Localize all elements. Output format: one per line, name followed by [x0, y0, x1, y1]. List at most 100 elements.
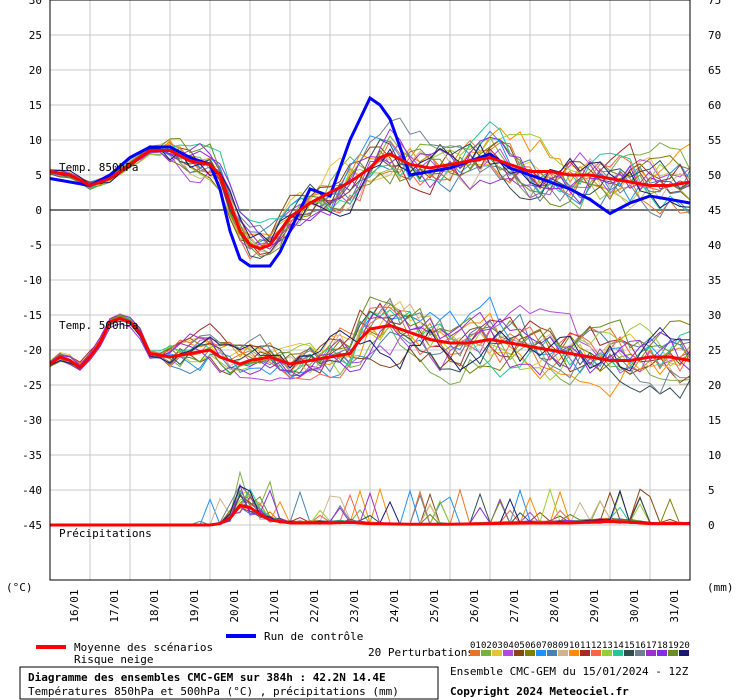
perturbation-swatch: [536, 650, 546, 656]
perturbation-swatch: [613, 650, 623, 656]
perturbation-swatch: [679, 650, 689, 656]
credit-run: Ensemble CMC-GEM du 15/01/2024 - 12Z: [450, 665, 689, 678]
right-tick-label: 35: [708, 274, 721, 287]
right-tick-label: 5: [708, 484, 715, 497]
perturbation-swatch: [668, 650, 678, 656]
right-tick-label: 0: [708, 519, 715, 532]
left-tick-label: 10: [29, 134, 42, 147]
perturbation-swatch: [470, 650, 480, 656]
perturbation-swatch: [569, 650, 579, 656]
perturbation-swatch: [481, 650, 491, 656]
perturbation-number: 19: [668, 641, 679, 651]
perturbation-number: 20: [679, 641, 690, 651]
right-tick-label: 10: [708, 449, 721, 462]
right-tick-label: 55: [708, 134, 721, 147]
title-frame: [19, 666, 439, 700]
left-tick-label: -5: [29, 239, 42, 252]
mean-t850: [49, 149, 691, 251]
x-tick-label: 23/01: [348, 589, 361, 622]
right-tick-label: 45: [708, 204, 721, 217]
main-series: [49, 95, 691, 527]
x-tick-label: 24/01: [388, 589, 401, 622]
left-tick-label: 25: [29, 29, 42, 42]
label-t850: Temp. 850hPa: [59, 161, 138, 174]
chart-title: Diagramme des ensembles CMC-GEM sur 384h…: [28, 671, 386, 684]
right-axis-unit: (mm): [707, 581, 734, 594]
plot-frame: [49, 0, 691, 581]
left-tick-label: -35: [22, 449, 42, 462]
credit-copyright: Copyright 2024 Meteociel.fr: [450, 685, 629, 698]
perturbation-swatch: [503, 650, 513, 656]
perturbation-swatch: [657, 650, 667, 656]
right-tick-label: 70: [708, 29, 721, 42]
left-tick-label: 5: [35, 169, 42, 182]
perturbation-17-t850: [49, 128, 691, 250]
perturbation-number: 11: [580, 641, 591, 651]
right-tick-label: 25: [708, 344, 721, 357]
right-tick-label: 20: [708, 379, 721, 392]
control-run-t850: [49, 95, 691, 268]
perturbation-number: 10: [569, 641, 580, 651]
legend-control-label: Run de contrôle: [264, 630, 363, 643]
x-tick-label: 21/01: [268, 589, 281, 622]
x-tick-label: 18/01: [148, 589, 161, 622]
perturbation-swatch: [624, 650, 634, 656]
perturbation-swatch: [558, 650, 568, 656]
perturbation-swatch: [646, 650, 656, 656]
right-tick-label: 65: [708, 64, 721, 77]
perturbation-swatch: [635, 650, 645, 656]
perturbation-swatch: [492, 650, 502, 656]
title-box: Diagramme des ensembles CMC-GEM sur 384h…: [19, 666, 439, 700]
perturbation-number: 15: [624, 641, 635, 651]
x-tick-label: 27/01: [508, 589, 521, 622]
perturbation-swatch: [525, 650, 535, 656]
perturbation-number: 05: [514, 641, 525, 651]
label-t500: Temp. 500hPa: [59, 319, 138, 332]
perturbation-number: 07: [536, 641, 547, 651]
left-tick-label: 15: [29, 99, 42, 112]
perturbation-swatch: [602, 650, 612, 656]
left-tick-label: -45: [22, 519, 42, 532]
x-tick-label: 17/01: [108, 589, 121, 622]
left-tick-label: -10: [22, 274, 42, 287]
x-tick-label: 22/01: [308, 589, 321, 622]
x-axis-ticks: 16/01 17/01 18/01 19/01 20/01 21/01 22/01 23/01…: [68, 589, 681, 622]
perturbation-number: 12: [591, 641, 602, 651]
perturbation-number: 14: [613, 641, 624, 651]
perturbation-swatch: [580, 650, 590, 656]
right-tick-label: 30: [708, 309, 721, 322]
legend-perturbations-label: 20 Perturbations: [368, 646, 474, 659]
perturbation-number: 18: [657, 641, 668, 651]
chart-subtitle: Températures 850hPa et 500hPa (°C) , pré…: [28, 685, 399, 698]
right-tick-label: 15: [708, 414, 721, 427]
perturbation-number: 13: [602, 641, 613, 651]
right-tick-label: 75: [708, 0, 721, 7]
x-tick-label: 16/01: [68, 589, 81, 622]
perturbation-number: 17: [646, 641, 657, 651]
x-tick-label: 31/01: [668, 589, 681, 622]
x-tick-label: 19/01: [188, 589, 201, 622]
legend-mean: Moyenne des scénarios Risque neige: [36, 641, 213, 666]
perturbation-number: 16: [635, 641, 646, 651]
left-tick-label: -30: [22, 414, 42, 427]
right-tick-label: 40: [708, 239, 721, 252]
x-tick-label: 29/01: [588, 589, 601, 622]
perturbation-20-t500: [49, 317, 691, 372]
left-tick-label: -40: [22, 484, 42, 497]
right-tick-label: 60: [708, 99, 721, 112]
perturbation-number: 04: [503, 641, 514, 651]
left-tick-label: -15: [22, 309, 42, 322]
perturbation-12-t500: [49, 306, 691, 381]
x-tick-label: 25/01: [428, 589, 441, 622]
perturbation-number: 08: [547, 641, 558, 651]
left-axis-ticks: 30 25 20 15 10 5 0 -5 -10 -15 -20 -25 -30 -35 -40 -45: [22, 0, 42, 532]
perturbation-legend: 01 02 03 04 05 06 07 08 09 10 11 12 13 14 15 16 17 18 19 20: [470, 641, 690, 656]
label-precip: Précipitations: [59, 527, 152, 540]
x-tick-label: 26/01: [468, 589, 481, 622]
plot-area: [49, 0, 691, 581]
left-tick-label: -20: [22, 344, 42, 357]
left-tick-label: 0: [35, 204, 42, 217]
right-tick-label: 50: [708, 169, 721, 182]
